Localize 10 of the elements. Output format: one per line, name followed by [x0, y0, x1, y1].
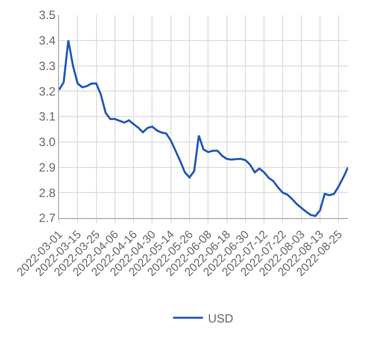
legend-label: USD — [208, 311, 234, 326]
y-tick-label: 2.7 — [38, 211, 56, 226]
y-tick-label: 3.2 — [38, 84, 56, 98]
y-tick-label: 3.4 — [38, 34, 56, 48]
y-tick-label: 2.9 — [38, 160, 56, 174]
y-tick-label: 2.8 — [38, 186, 56, 200]
y-tick-label: 3.3 — [38, 58, 56, 73]
y-tick-label: 3.5 — [38, 8, 56, 22]
y-tick-label: 3.0 — [38, 135, 56, 150]
y-tick-label: 3.1 — [38, 110, 56, 124]
